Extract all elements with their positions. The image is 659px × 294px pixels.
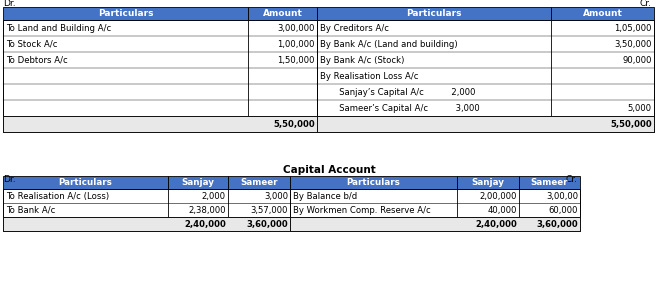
Text: 3,000: 3,000 bbox=[264, 192, 288, 201]
Bar bbox=[228, 176, 290, 189]
Bar bbox=[3, 20, 317, 132]
Text: To Bank A/c: To Bank A/c bbox=[6, 206, 55, 215]
Text: Sanjay: Sanjay bbox=[181, 178, 214, 187]
Text: To Stock A/c: To Stock A/c bbox=[6, 40, 57, 49]
Bar bbox=[317, 20, 654, 132]
Text: Amount: Amount bbox=[583, 9, 623, 18]
Bar bbox=[317, 7, 551, 20]
Text: 60,000: 60,000 bbox=[548, 206, 578, 215]
Text: 5,50,000: 5,50,000 bbox=[610, 120, 652, 129]
Text: 5,000: 5,000 bbox=[628, 104, 652, 113]
Text: Particulars: Particulars bbox=[406, 9, 462, 18]
Text: Particulars: Particulars bbox=[59, 178, 113, 187]
Bar bbox=[551, 7, 654, 20]
Bar bbox=[3, 189, 290, 231]
Text: Particulars: Particulars bbox=[347, 178, 401, 187]
Text: 40,000: 40,000 bbox=[488, 206, 517, 215]
Text: Particulars: Particulars bbox=[98, 9, 154, 18]
Text: 2,00,000: 2,00,000 bbox=[480, 192, 517, 201]
Bar bbox=[3, 217, 290, 231]
Text: 5,50,000: 5,50,000 bbox=[273, 120, 315, 129]
Text: 3,60,000: 3,60,000 bbox=[536, 220, 578, 229]
Text: 1,50,000: 1,50,000 bbox=[277, 56, 315, 65]
Bar bbox=[519, 176, 580, 189]
Text: Sameer: Sameer bbox=[530, 178, 568, 187]
Text: Capital Account: Capital Account bbox=[283, 165, 376, 175]
Text: To Land and Building A/c: To Land and Building A/c bbox=[6, 24, 111, 33]
Bar bbox=[290, 176, 457, 189]
Text: Dr.: Dr. bbox=[3, 0, 16, 8]
Text: Sameer’s Capital A/c          3,000: Sameer’s Capital A/c 3,000 bbox=[320, 104, 480, 113]
Text: Dr.: Dr. bbox=[3, 175, 16, 183]
Text: To Realisation A/c (Loss): To Realisation A/c (Loss) bbox=[6, 192, 109, 201]
Text: By Bank A/c (Stock): By Bank A/c (Stock) bbox=[320, 56, 405, 65]
Text: 2,40,000: 2,40,000 bbox=[475, 220, 517, 229]
Text: By Realisation Loss A/c: By Realisation Loss A/c bbox=[320, 72, 418, 81]
Text: 3,00,00: 3,00,00 bbox=[546, 192, 578, 201]
Text: 3,50,000: 3,50,000 bbox=[614, 40, 652, 49]
Text: Cr.: Cr. bbox=[566, 175, 578, 183]
Text: By Workmen Comp. Reserve A/c: By Workmen Comp. Reserve A/c bbox=[293, 206, 431, 215]
Text: Cr.: Cr. bbox=[640, 0, 652, 8]
Bar bbox=[317, 116, 654, 132]
Text: 1,05,000: 1,05,000 bbox=[614, 24, 652, 33]
Text: 3,57,000: 3,57,000 bbox=[250, 206, 288, 215]
Text: Amount: Amount bbox=[262, 9, 302, 18]
Bar bbox=[3, 7, 248, 20]
Text: By Creditors A/c: By Creditors A/c bbox=[320, 24, 389, 33]
Text: By Bank A/c (Land and building): By Bank A/c (Land and building) bbox=[320, 40, 457, 49]
Bar bbox=[290, 217, 580, 231]
Text: To Debtors A/c: To Debtors A/c bbox=[6, 56, 68, 65]
Text: Sanjay: Sanjay bbox=[471, 178, 505, 187]
Text: 3,00,000: 3,00,000 bbox=[277, 24, 315, 33]
Text: 2,38,000: 2,38,000 bbox=[188, 206, 226, 215]
Bar bbox=[3, 116, 317, 132]
Text: Sanjay’s Capital A/c          2,000: Sanjay’s Capital A/c 2,000 bbox=[320, 88, 476, 97]
Bar bbox=[290, 189, 580, 231]
Bar bbox=[3, 176, 168, 189]
Text: By Balance b/d: By Balance b/d bbox=[293, 192, 357, 201]
Bar bbox=[248, 7, 317, 20]
Bar bbox=[168, 176, 228, 189]
Text: Sameer: Sameer bbox=[241, 178, 277, 187]
Text: 2,000: 2,000 bbox=[202, 192, 226, 201]
Text: 2,40,000: 2,40,000 bbox=[184, 220, 226, 229]
Text: 90,000: 90,000 bbox=[623, 56, 652, 65]
Text: 1,00,000: 1,00,000 bbox=[277, 40, 315, 49]
Bar bbox=[457, 176, 519, 189]
Text: 3,60,000: 3,60,000 bbox=[246, 220, 288, 229]
